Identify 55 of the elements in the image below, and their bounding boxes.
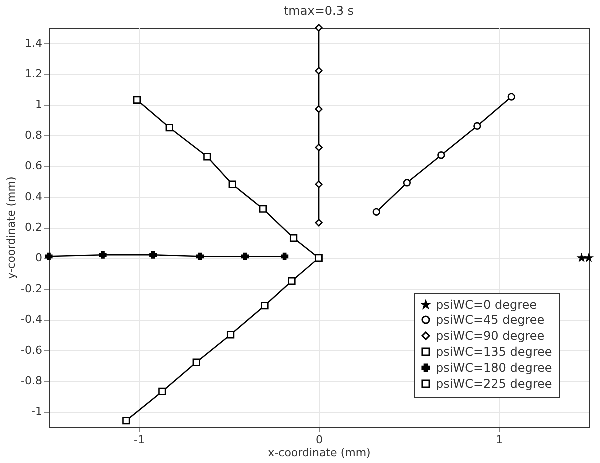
legend-label: psiWC=90 degree: [436, 329, 545, 343]
point: [196, 252, 204, 260]
point: [166, 124, 174, 132]
point: [315, 67, 323, 75]
point: [315, 144, 323, 152]
point: [122, 417, 130, 425]
point: [204, 153, 212, 161]
point: [403, 179, 412, 187]
point: [280, 252, 289, 260]
x-tick-label: 1: [496, 434, 503, 446]
y-tick-label: -0.8: [21, 374, 42, 388]
point: [315, 180, 323, 188]
point: [45, 252, 53, 260]
y-tick-label: 1: [36, 98, 42, 112]
point: [508, 93, 516, 101]
y-tick-label: 0.4: [25, 190, 42, 204]
point: [228, 180, 236, 188]
y-tick-label: -0.2: [21, 282, 42, 296]
legend-label: psiWC=180 degree: [436, 361, 552, 375]
legend-label: psiWC=225 degree: [436, 377, 552, 391]
y-tick-label: -0.4: [21, 313, 42, 326]
x-tick-label: -1: [134, 434, 145, 446]
point: [158, 388, 166, 396]
y-axis-title: y-coordinate (mm): [5, 176, 18, 280]
y-tick-label: 1.4: [25, 36, 42, 50]
point: [192, 358, 200, 366]
point: [261, 302, 269, 310]
legend-label: psiWC=0 degree: [436, 298, 538, 312]
chart-title: tmax=0.3 s: [284, 4, 354, 18]
legend-label: psiWC=135 degree: [436, 345, 552, 359]
y-tick-label: 0.6: [25, 160, 42, 173]
point: [259, 205, 268, 213]
x-axis-title: x-coordinate (mm): [268, 446, 371, 460]
point: [474, 122, 482, 130]
point: [290, 234, 298, 242]
point: [288, 277, 296, 286]
y-tick-label: 0.2: [25, 221, 42, 234]
y-tick-label: 0.8: [25, 128, 42, 142]
point: [315, 24, 323, 32]
point: [150, 251, 158, 259]
point: [133, 96, 142, 104]
y-tick-label: 0: [36, 252, 42, 265]
point: [438, 152, 446, 160]
point: [226, 331, 235, 339]
point: [372, 208, 380, 216]
y-tick-label: -0.6: [21, 344, 42, 357]
point: [241, 252, 250, 260]
y-tick-label: 1.2: [25, 68, 42, 81]
legend-label: psiWC=45 degree: [436, 313, 545, 327]
point: [99, 251, 107, 259]
point: [315, 219, 323, 227]
point: [315, 106, 323, 114]
point: [585, 254, 593, 262]
x-tick-label: 0: [316, 434, 323, 446]
y-tick-label: -1: [32, 405, 42, 418]
